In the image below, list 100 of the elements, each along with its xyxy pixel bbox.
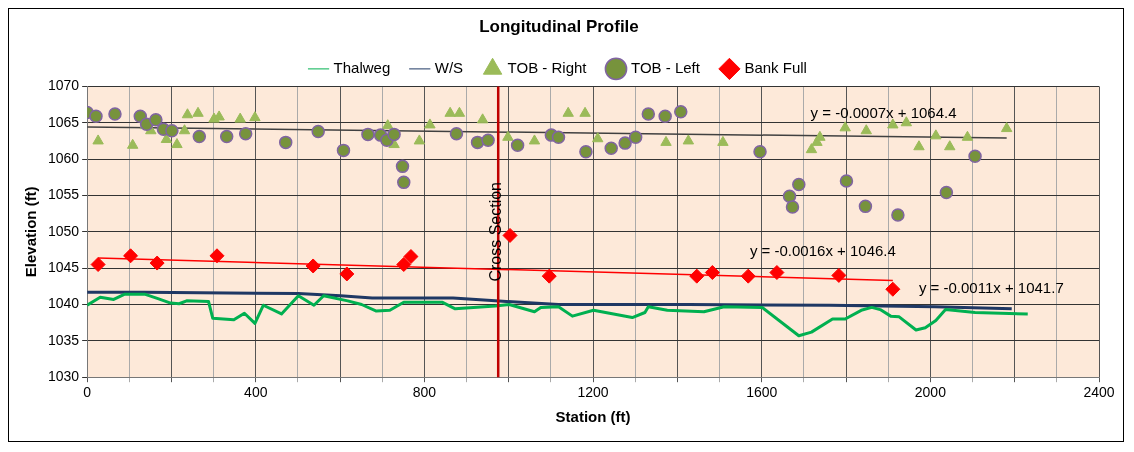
point [541, 268, 557, 284]
point [382, 119, 394, 130]
point [403, 249, 419, 265]
point [887, 118, 899, 129]
point [108, 107, 122, 121]
point [753, 145, 767, 159]
y-tick-label: 1030 [47, 368, 80, 385]
point [171, 138, 183, 149]
y-axis-title: Elevation (ft) [22, 186, 40, 278]
y-tick-label: 1045 [47, 259, 80, 276]
point [689, 268, 705, 284]
point [628, 130, 643, 145]
legend-label: Bank Full [744, 59, 807, 77]
x-axis-title: Station (ft) [555, 408, 631, 426]
point [449, 126, 464, 141]
point [311, 124, 325, 139]
x-tick-label: 1200 [577, 384, 609, 401]
point [682, 134, 695, 145]
y-tick-label: 1035 [47, 331, 80, 348]
point [89, 109, 103, 123]
legend-label: Thalweg [333, 59, 391, 77]
point [444, 106, 456, 117]
point [278, 135, 293, 150]
point [510, 138, 525, 153]
y-tick-label: 1040 [47, 295, 80, 312]
point [305, 258, 321, 274]
point [396, 257, 412, 273]
point [387, 127, 401, 142]
point [839, 121, 851, 132]
point [930, 129, 942, 140]
point [860, 124, 872, 135]
x-tick-label: 2000 [914, 384, 947, 401]
point [858, 199, 873, 214]
point [361, 127, 375, 142]
point [453, 106, 466, 117]
point [792, 177, 806, 192]
y-tick-label: 1070 [47, 77, 80, 94]
point [397, 175, 411, 190]
x-tick-label: 2400 [1083, 384, 1115, 401]
legend-label: TOB - Right [507, 59, 588, 77]
x-tick-label: 400 [244, 384, 268, 401]
point [336, 143, 351, 158]
point [579, 145, 593, 159]
point [1000, 122, 1013, 133]
point [641, 107, 656, 121]
y-tick-label: 1050 [47, 222, 80, 239]
y-tick-label: 1055 [47, 186, 80, 203]
point [181, 108, 194, 119]
point [123, 248, 139, 264]
point [192, 129, 207, 144]
point [424, 118, 436, 129]
annotation: y = -0.0016x + 1046.4 [749, 242, 896, 260]
point [90, 257, 106, 273]
point [126, 138, 139, 149]
point [805, 143, 818, 154]
point [814, 130, 826, 141]
point [913, 140, 925, 151]
point [717, 135, 729, 146]
y-tick-label: 1065 [47, 113, 80, 130]
point [395, 159, 410, 174]
point [528, 134, 541, 145]
point [704, 265, 720, 281]
x-tick-label: 0 [83, 384, 92, 401]
point [502, 130, 514, 141]
ref-line-label: Cross Section [486, 182, 504, 282]
point [238, 126, 253, 141]
point [165, 124, 179, 138]
point [92, 134, 104, 145]
point [209, 248, 225, 264]
point [740, 268, 756, 284]
point [885, 281, 901, 297]
annotation: y = -0.0011x + 1041.7 [918, 278, 1064, 296]
x-tick-label: 1600 [746, 384, 778, 401]
point [476, 113, 489, 124]
point [562, 106, 574, 117]
point [660, 135, 672, 146]
point [339, 266, 355, 282]
point [192, 106, 204, 117]
point [178, 124, 191, 135]
point [249, 111, 261, 122]
chart-title: Longitudinal Profile [479, 16, 639, 36]
legend-label: W/S [434, 59, 464, 77]
legend-label: TOB - Left [631, 59, 701, 77]
point [782, 189, 797, 203]
point [219, 129, 234, 144]
point [769, 265, 785, 281]
point [579, 106, 591, 117]
x-tick-label: 800 [412, 384, 437, 401]
point [961, 130, 974, 141]
point [891, 208, 905, 222]
point [839, 174, 854, 188]
y-tick-label: 1060 [47, 149, 80, 166]
point [944, 140, 956, 151]
point [785, 200, 800, 214]
point [831, 267, 847, 283]
point [604, 141, 618, 155]
point [968, 149, 982, 163]
point [481, 133, 495, 147]
point [149, 113, 163, 127]
point [234, 112, 246, 123]
